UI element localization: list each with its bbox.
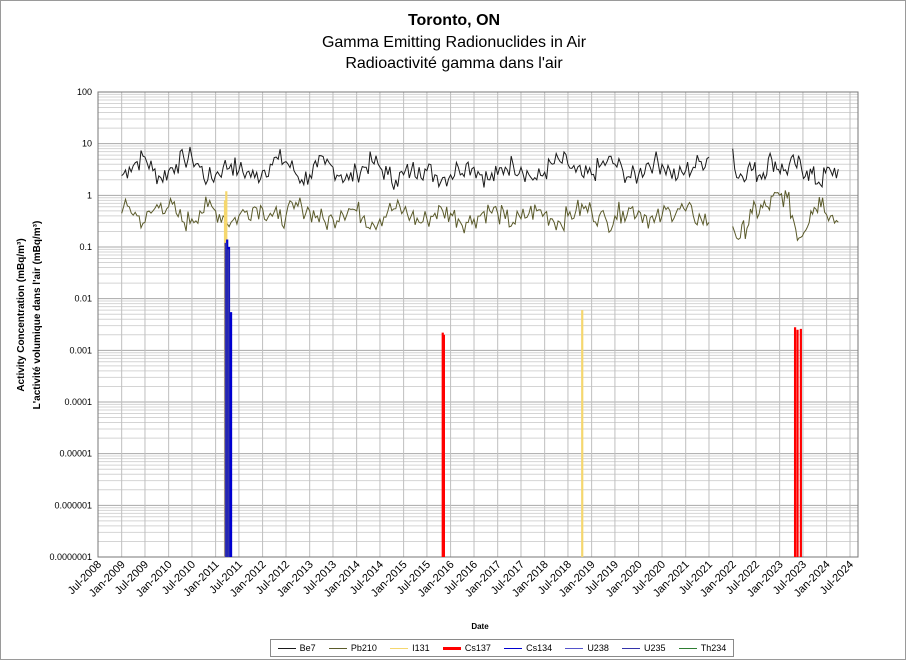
legend-label: Be7 (299, 643, 316, 653)
legend-item-i131: I131 (390, 643, 430, 653)
legend-item-be7: Be7 (277, 643, 316, 653)
series-line-pb210 (121, 196, 710, 234)
legend-item-pb210: Pb210 (328, 643, 377, 653)
y-axis-label-fr: L'activité volumique dans l'air (mBq/m³) (32, 221, 43, 410)
legend-item-th234: Th234 (678, 643, 727, 653)
x-axis-ticks: Jul-2008Jan-2009Jul-2009Jan-2010Jul-2010… (66, 559, 856, 600)
legend-swatch (390, 647, 409, 649)
legend-label: Pb210 (350, 643, 377, 653)
y-axis-label-en: Activity Concentration (mBq/m³) (16, 238, 27, 391)
chart-subtitle-en: Gamma Emitting Radionuclides in Air (321, 34, 587, 51)
series-cs137 (441, 327, 802, 557)
legend-label: U238 (587, 643, 609, 653)
y-tick-label: 10 (82, 139, 92, 149)
legend-item-cs137: Cs137 (442, 643, 491, 653)
legend-item-u238: U238 (565, 643, 609, 653)
legend-swatch (622, 647, 641, 649)
series-line-be7 (732, 148, 839, 189)
y-tick-label: 0.00001 (59, 449, 92, 459)
plot-area (97, 91, 859, 558)
y-tick-label: 0.1 (79, 242, 92, 252)
chart-subtitle-fr: Radioactivité gamma dans l'air (345, 55, 563, 72)
series-line-be7 (121, 146, 710, 190)
legend-swatch (504, 647, 523, 649)
grid-lines (97, 92, 858, 558)
y-tick-label: 0.0000001 (49, 552, 92, 562)
y-tick-label: 0.001 (69, 345, 92, 355)
series-layer (121, 146, 839, 557)
series-line-pb210 (732, 190, 839, 242)
y-tick-label: 100 (77, 87, 92, 97)
series-be7 (121, 146, 839, 190)
legend-label: U235 (644, 643, 666, 653)
legend-swatch (565, 647, 584, 649)
legend-label: Th234 (700, 643, 727, 653)
series-pb210 (121, 190, 839, 242)
series-u235 (224, 242, 230, 557)
legend-label: I131 (412, 643, 430, 653)
legend-label: Cs137 (464, 643, 491, 653)
legend-item-u235: U235 (622, 643, 666, 653)
legend-swatch (442, 646, 461, 650)
y-tick-label: 0.000001 (54, 500, 92, 510)
y-axis-ticks: 100 10 1 0.1 0.01 0.001 0.0001 0.00001 0.000001 0… (49, 87, 92, 562)
chart-legend: Be7 Pb210 I131 Cs137 Cs134 U238 U235 Th234 (270, 639, 734, 657)
legend-swatch (277, 647, 296, 649)
legend-item-cs134: Cs134 (504, 643, 552, 653)
y-tick-label: 1 (87, 190, 92, 200)
x-axis-label: Date (471, 622, 489, 631)
y-tick-label: 0.01 (74, 294, 92, 304)
legend-swatch (678, 647, 697, 649)
legend-swatch (328, 647, 347, 649)
y-tick-label: 0.0001 (64, 397, 92, 407)
chart-title: Toronto, ON (407, 12, 501, 29)
legend-label: Cs134 (526, 643, 553, 653)
